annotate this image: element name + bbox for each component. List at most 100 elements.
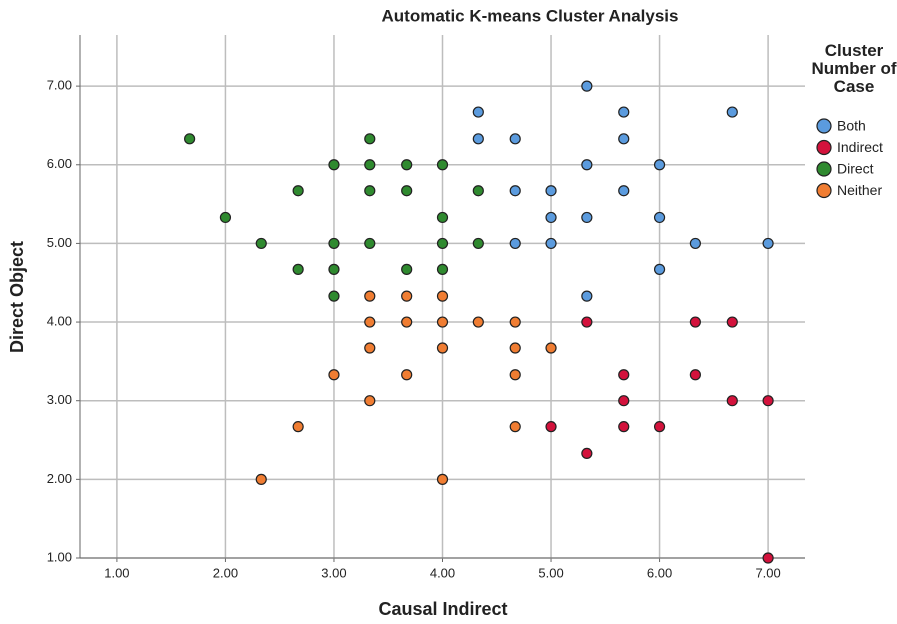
point (364, 342, 376, 354)
y-axis-label: Direct Object (7, 241, 27, 353)
point (545, 185, 557, 197)
point (762, 237, 774, 250)
point (401, 185, 413, 197)
point (509, 237, 521, 250)
point (472, 237, 484, 250)
point (509, 316, 521, 328)
point (545, 211, 557, 224)
point (472, 185, 484, 197)
point (255, 237, 267, 250)
point (689, 237, 701, 250)
point (328, 290, 340, 302)
chart-title: Automatic K-means Cluster Analysis (382, 6, 679, 25)
point (328, 159, 340, 171)
point (762, 552, 774, 564)
point (653, 421, 666, 433)
point (364, 185, 376, 197)
point (401, 316, 413, 328)
point (436, 342, 449, 354)
point (618, 395, 630, 407)
point (581, 80, 593, 92)
point (184, 133, 196, 145)
point (328, 237, 340, 250)
legend-label: Direct (837, 161, 874, 177)
x-tick-label: 4.00 (430, 565, 455, 580)
legend-title: Cluster Number of Case (811, 41, 897, 96)
point (328, 369, 340, 381)
point (726, 106, 738, 118)
point (545, 342, 557, 354)
point (653, 159, 666, 171)
point (364, 316, 376, 328)
point (581, 447, 593, 459)
point (401, 263, 413, 275)
point (581, 159, 593, 171)
point (436, 473, 449, 485)
point (436, 211, 449, 224)
point (509, 185, 521, 197)
y-tick-label: 5.00 (47, 235, 72, 250)
legend-label: Both (837, 118, 866, 134)
x-tick-label: 1.00 (104, 565, 129, 580)
point (545, 421, 557, 433)
point (509, 421, 521, 433)
point (219, 211, 232, 224)
point (255, 473, 267, 485)
point (509, 369, 521, 381)
point (618, 421, 630, 433)
point (364, 290, 376, 302)
point (364, 133, 376, 145)
point (509, 342, 521, 354)
point (401, 369, 413, 381)
x-tick-label: 7.00 (755, 565, 780, 580)
point (472, 106, 484, 118)
point (581, 211, 593, 224)
point (726, 395, 738, 407)
y-tick-label: 1.00 (47, 549, 72, 564)
y-tick-label: 4.00 (47, 313, 72, 328)
point (581, 316, 593, 328)
point (472, 316, 484, 328)
point (292, 185, 304, 197)
point (618, 106, 630, 118)
point (472, 133, 484, 145)
legend-marker (816, 182, 832, 199)
point (292, 421, 304, 433)
point (436, 237, 449, 250)
legend-label: Indirect (837, 139, 883, 155)
y-tick-label: 3.00 (47, 392, 72, 407)
legend-marker (816, 139, 832, 156)
point (653, 211, 666, 224)
legend-marker (816, 161, 832, 177)
point (436, 290, 449, 302)
x-tick-label: 2.00 (213, 565, 238, 580)
point (726, 316, 738, 328)
point (509, 133, 521, 145)
legend-label: Neither (837, 182, 882, 198)
point (689, 369, 701, 381)
point (436, 159, 449, 171)
y-tick-label: 6.00 (47, 156, 72, 171)
point (762, 395, 774, 407)
point (401, 290, 413, 302)
point (618, 185, 630, 197)
point (618, 133, 630, 145)
point (364, 159, 376, 171)
y-tick-label: 7.00 (47, 78, 72, 93)
x-tick-label: 6.00 (647, 565, 672, 580)
point (292, 263, 304, 275)
point (364, 395, 376, 407)
point (364, 237, 376, 250)
x-axis-label: Causal Indirect (378, 599, 507, 619)
y-tick-label: 2.00 (47, 471, 72, 486)
point (401, 159, 413, 171)
point (436, 316, 449, 328)
point (436, 263, 449, 275)
point (581, 290, 593, 302)
legend-marker (816, 118, 832, 134)
point (328, 263, 340, 275)
point (545, 237, 557, 250)
point (653, 263, 666, 275)
